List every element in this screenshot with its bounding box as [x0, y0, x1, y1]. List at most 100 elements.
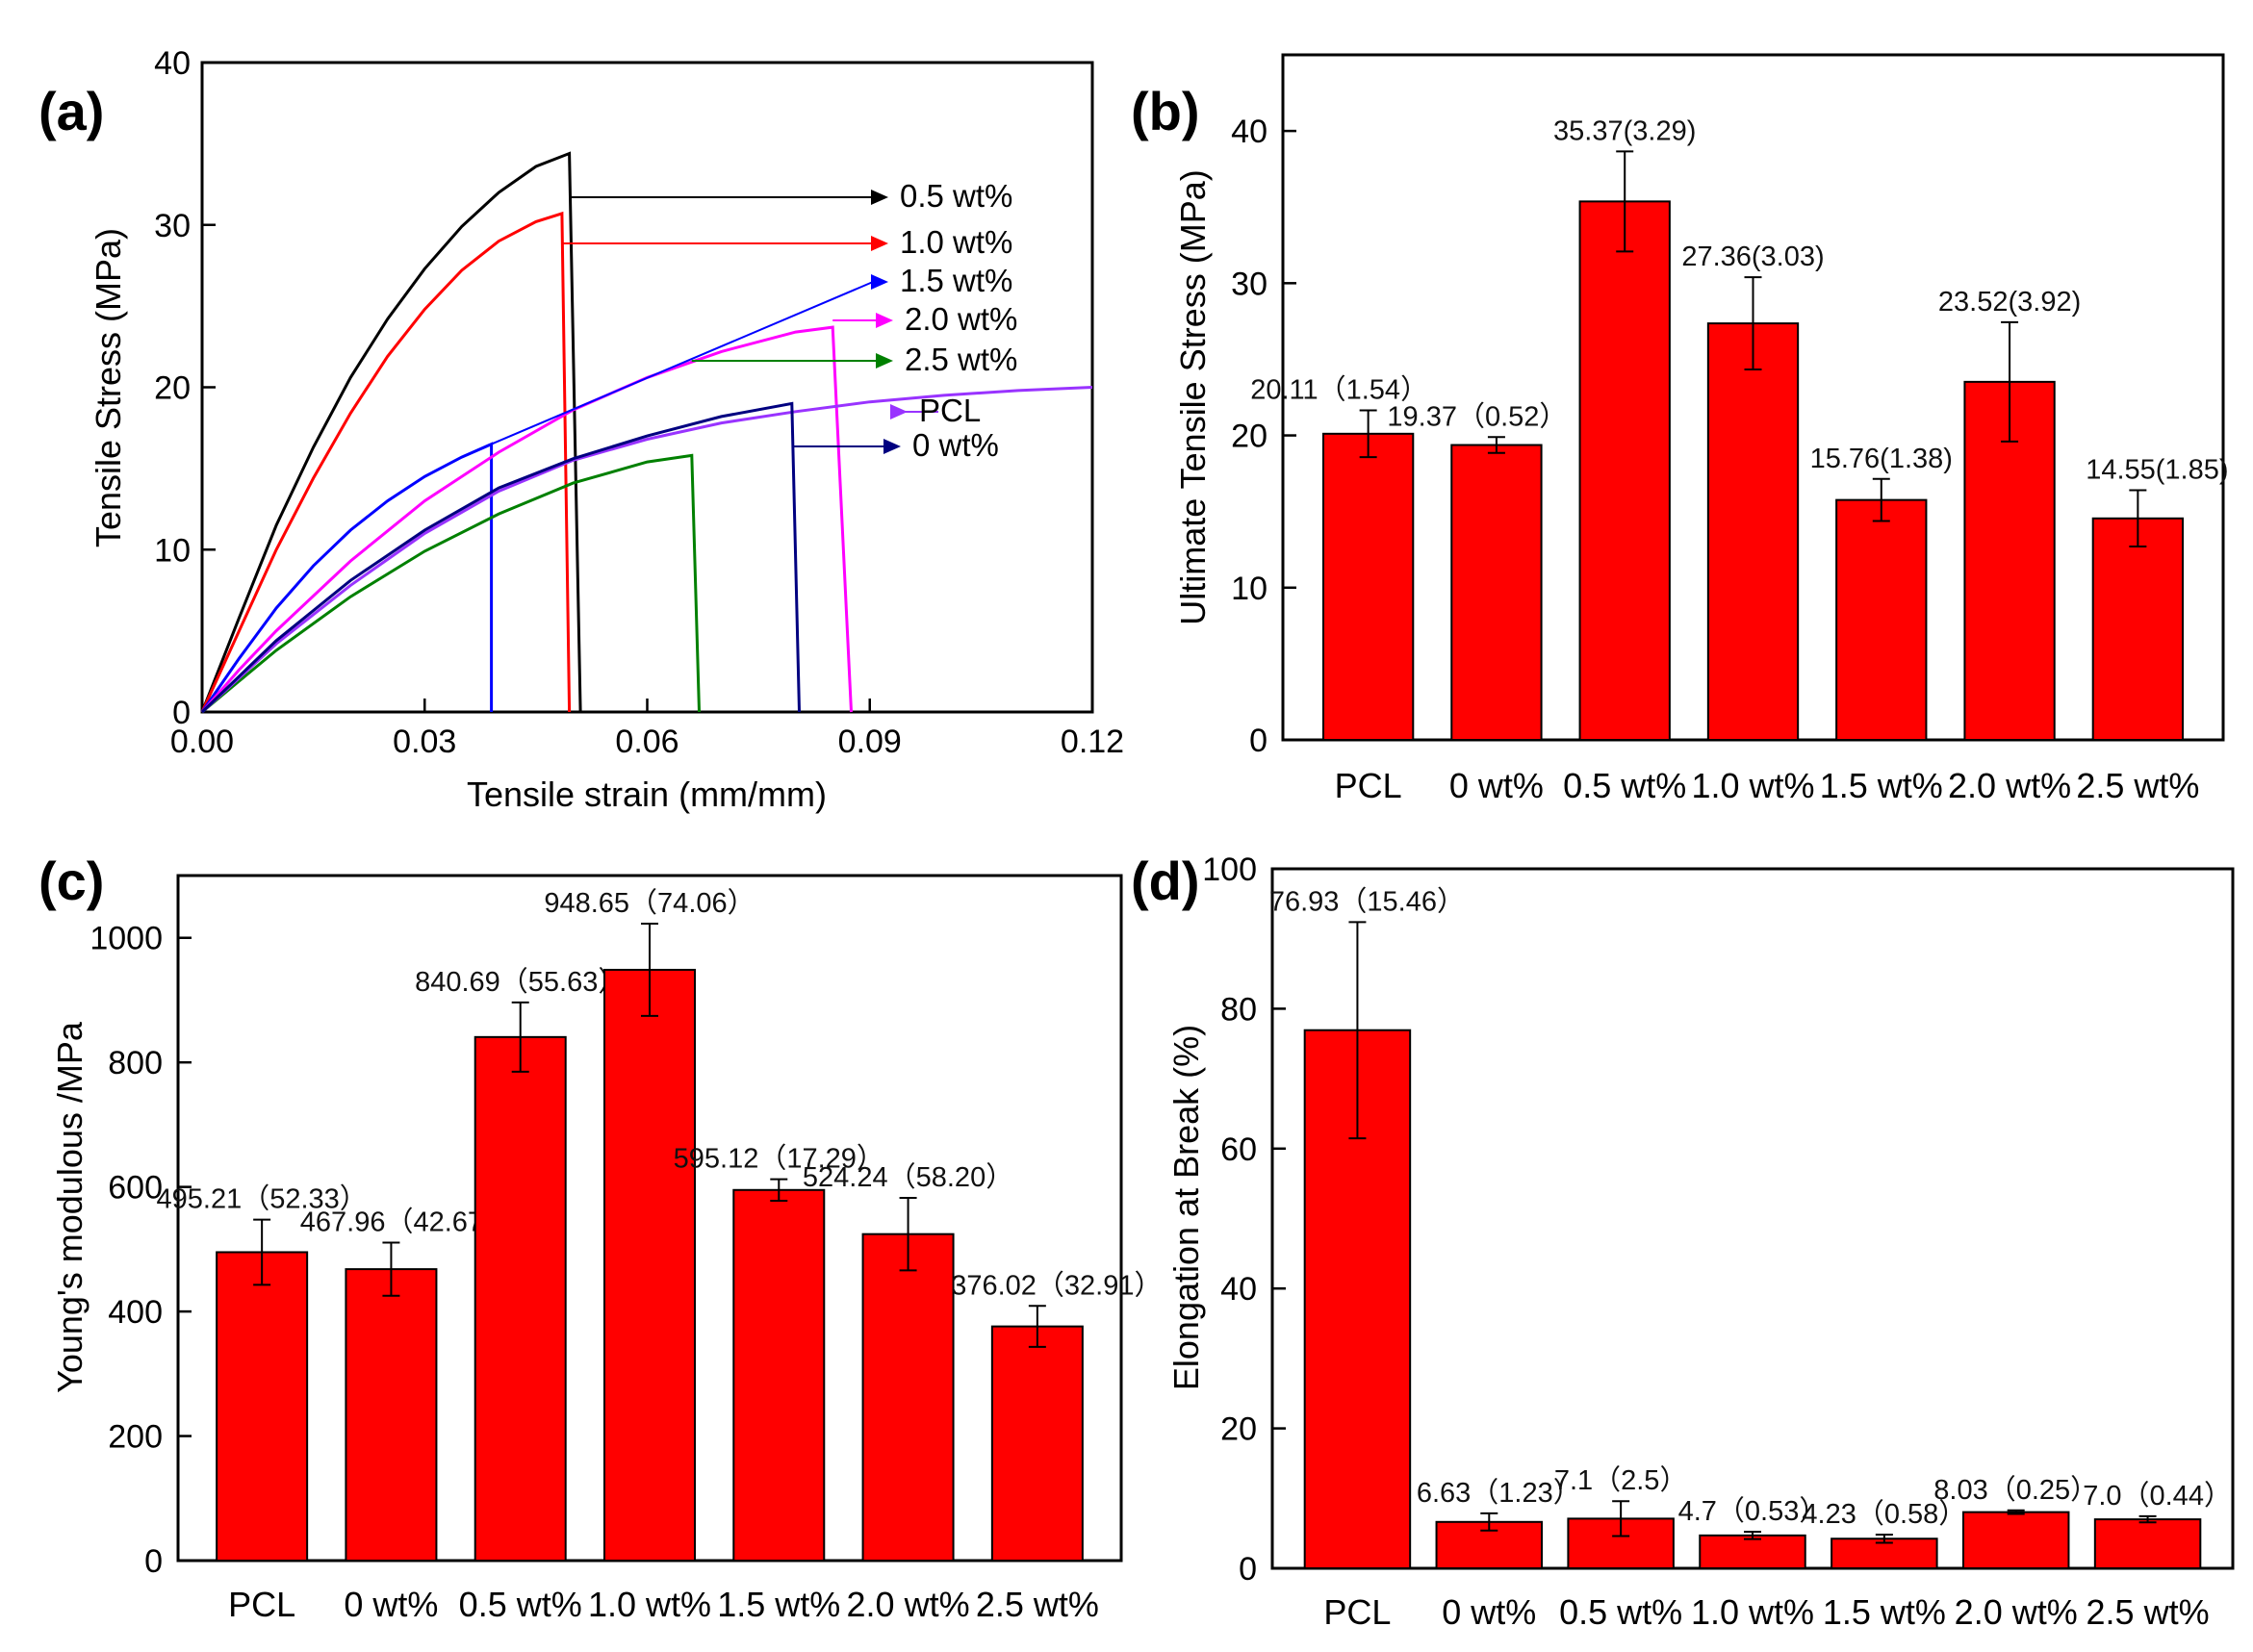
- y-tick-label: 400: [108, 1294, 163, 1331]
- data-label: 495.21（52.33）: [157, 1184, 368, 1215]
- category-label: 2.5 wt%: [976, 1585, 1099, 1624]
- bar-PCL: [216, 1251, 309, 1563]
- plot-frame-d: [1270, 867, 2235, 1570]
- legend-arrowhead: [876, 353, 893, 369]
- category-label: 2.0 wt%: [1955, 1592, 2078, 1632]
- category-label: 1.0 wt%: [588, 1585, 711, 1624]
- panel-c: (c) Young's modulous /MPa 0 200 400 600 800 1…: [38, 851, 1162, 1624]
- legend-label: 0 wt%: [912, 427, 999, 463]
- category-label: 2.0 wt%: [1948, 766, 2071, 805]
- data-label: 76.93（15.46）: [1269, 886, 1465, 917]
- legend-arrowhead: [871, 274, 888, 290]
- y-tick-label: 600: [108, 1170, 163, 1207]
- y-tick-label: 40: [1220, 1271, 1257, 1308]
- panel-label-b: (b): [1131, 81, 1200, 141]
- data-label: 7.1（2.5）: [1554, 1465, 1688, 1496]
- bar-2-5-wt-: [990, 1325, 1084, 1563]
- category-label: PCL: [228, 1585, 295, 1624]
- panel-a: (a) Tensile strain (mm/mm) Tensile Stres…: [38, 45, 1124, 814]
- legend-arrowhead: [871, 190, 888, 205]
- data-label: 376.02（32.91）: [951, 1270, 1162, 1301]
- bar-PCL: [1321, 432, 1415, 741]
- data-label: 6.63（1.23）: [1417, 1478, 1581, 1509]
- series-line-1-5-wt-: [200, 442, 494, 713]
- ticks-a: 0.00 0.03 0.06 0.09 0.12 0 10 20 30 40: [154, 45, 1124, 760]
- data-label: 20.11（1.54）: [1250, 374, 1428, 405]
- bar-0-wt-: [1450, 444, 1543, 741]
- legend-label: 1.0 wt%: [900, 224, 1012, 260]
- y-tick-label: 0: [144, 1543, 163, 1580]
- category-label: 1.5 wt%: [1823, 1592, 1946, 1632]
- y-tick-label: 80: [1220, 991, 1257, 1028]
- x-tick-label-a: 0.03: [393, 724, 456, 760]
- category-label: 1.0 wt%: [1691, 1592, 1814, 1632]
- series-lines-a: [200, 151, 1093, 714]
- x-tick-label-a: 0.06: [615, 724, 678, 760]
- series-line-PCL: [200, 386, 1093, 714]
- x-tick-label-a: 0.12: [1061, 724, 1124, 760]
- y-tick-label: 20: [1231, 419, 1267, 455]
- y-tick-label-a: 30: [154, 208, 191, 244]
- x-tick-label-a: 0.00: [170, 724, 234, 760]
- y-tick-label: 200: [108, 1419, 163, 1456]
- category-label: 2.0 wt%: [847, 1585, 970, 1624]
- category-label: 2.5 wt%: [2076, 766, 2199, 805]
- y-tick-label: 1000: [90, 921, 163, 957]
- panel-label-a: (a): [38, 81, 104, 141]
- panel-d: (d) Elongation at Break (%) 0 20 40 60 80 100…: [1131, 851, 2235, 1632]
- y-tick-label: 60: [1220, 1131, 1257, 1168]
- y-axis-label-d: Elongation at Break (%): [1166, 1025, 1206, 1390]
- y-tick-label: 10: [1231, 571, 1267, 607]
- data-label: 8.03（0.25）: [1933, 1475, 2098, 1506]
- category-label: 0.5 wt%: [1563, 766, 1686, 805]
- x-tick-label-a: 0.09: [838, 724, 902, 760]
- y-tick-label: 40: [1231, 114, 1267, 150]
- y-tick-label: 100: [1202, 851, 1257, 888]
- data-label: 4.23（0.58）: [1802, 1499, 1966, 1530]
- y-tick-label: 20: [1220, 1411, 1257, 1448]
- legend-label: 2.5 wt%: [905, 342, 1017, 377]
- category-label: 0 wt%: [1442, 1592, 1536, 1632]
- series-line-2-0-wt-: [200, 325, 853, 713]
- series-line-0-wt-: [200, 401, 801, 714]
- bars-d: 0 20 40 60 80 100 PCL 76.93（15.46） 0 wt% 6.63（1.2…: [1202, 851, 2232, 1632]
- series-line-1-0-wt-: [200, 211, 572, 713]
- legend-label: PCL: [919, 393, 981, 428]
- y-axis-label-c: Young's modulous /MPa: [50, 1021, 90, 1393]
- panel-label-c: (c): [38, 851, 104, 911]
- category-label: 0 wt%: [344, 1585, 438, 1624]
- y-tick-label-a: 0: [172, 695, 191, 731]
- category-label: 1.5 wt%: [1820, 766, 1943, 805]
- y-axis-label-a: Tensile Stress (MPa): [89, 228, 128, 547]
- legend-arrowhead: [883, 439, 901, 454]
- data-label: 595.12（17.29）: [674, 1144, 884, 1175]
- y-tick-label-a: 40: [154, 45, 191, 82]
- bar-1-5-wt-: [1835, 498, 1928, 741]
- data-label: 7.0（0.44）: [2083, 1481, 2232, 1512]
- category-label: 1.5 wt%: [717, 1585, 840, 1624]
- bar-0-wt-: [345, 1268, 438, 1563]
- y-tick-label-a: 20: [154, 370, 191, 407]
- category-label: PCL: [1323, 1592, 1391, 1632]
- data-label: 19.37（0.52）: [1387, 401, 1567, 432]
- panel-label-d: (d): [1131, 851, 1200, 911]
- data-label: 840.69（55.63）: [415, 967, 626, 998]
- category-label: 1.0 wt%: [1691, 766, 1814, 805]
- data-label: 35.37(3.29): [1553, 115, 1696, 146]
- category-label: 0 wt%: [1449, 766, 1544, 805]
- bars-b: 0 10 20 30 40 PCL 20.11（1.54） 0 wt% 19.37（0.52） 0…: [1231, 114, 2228, 805]
- category-label: 0.5 wt%: [459, 1585, 582, 1624]
- y-tick-label: 800: [108, 1045, 163, 1081]
- legend-arrowhead: [890, 404, 908, 419]
- y-axis-label-b: Ultimate Tensile Stress (MPa): [1173, 169, 1213, 624]
- bar-2-5-wt-: [2093, 1518, 2202, 1569]
- bar-1-0-wt-: [1706, 322, 1800, 741]
- bar-2-5-wt-: [2091, 517, 2185, 742]
- bar-2-0-wt-: [861, 1233, 955, 1562]
- data-label: 15.76(1.38): [1810, 444, 1953, 474]
- panel-b: (b) Ultimate Tensile Stress (MPa) 0 10 20 3…: [1131, 53, 2229, 805]
- legend-arrowhead: [871, 236, 888, 251]
- data-label: 27.36(3.03): [1681, 241, 1824, 272]
